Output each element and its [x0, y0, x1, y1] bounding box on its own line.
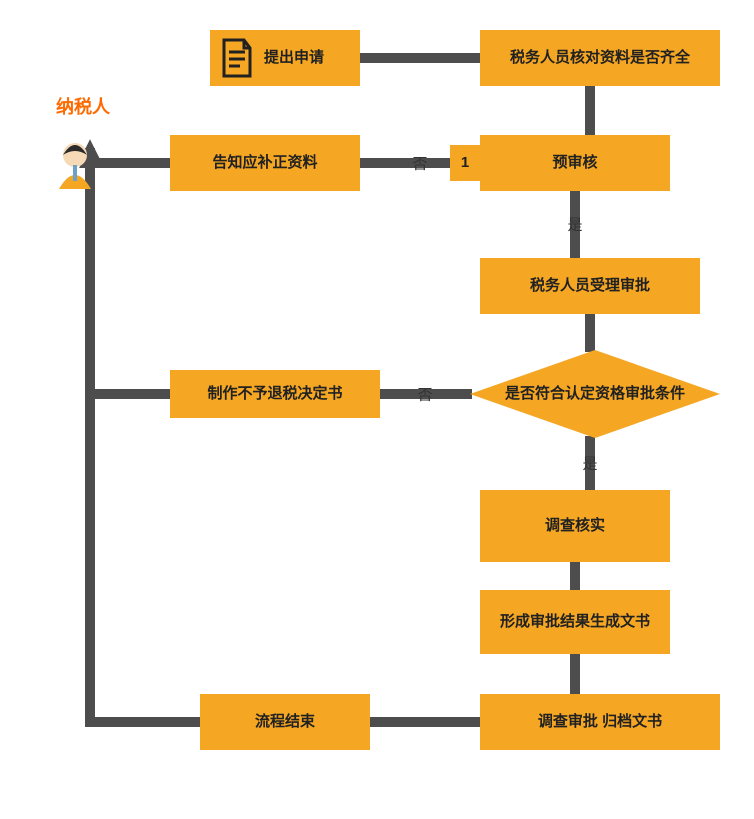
node-n8: 调查审批 归档文书	[480, 694, 720, 750]
document-icon	[220, 38, 254, 78]
edge-label-n3-n4: 是	[567, 214, 582, 235]
node-n8-label: 调查审批 归档文书	[538, 713, 662, 732]
node-n3-badge: 1	[450, 145, 480, 181]
node-n2-label: 税务人员核对资料是否齐全	[510, 49, 690, 68]
node-n1: 提出申请	[210, 30, 360, 86]
node-n5: 是否符合认定资格审批条件	[470, 350, 720, 438]
node-nL3: 流程结束	[200, 694, 370, 750]
node-nL1: 告知应补正资料	[170, 135, 360, 191]
node-n4: 税务人员受理审批	[480, 258, 700, 314]
node-nL2: 制作不予退税决定书	[170, 370, 380, 418]
node-n6-label: 调查核实	[545, 517, 605, 536]
node-n7: 形成审批结果生成文书	[480, 590, 670, 654]
flowchart-canvas: 否是否是提出申请税务人员核对资料是否齐全1预审核告知应补正资料税务人员受理审批是…	[0, 0, 754, 819]
edge-nL1-return	[90, 155, 170, 163]
edge-label-n5-nL2: 否	[417, 384, 432, 405]
edge-label-n5-n6: 是	[582, 453, 597, 474]
node-n4-label: 税务人员受理审批	[530, 277, 650, 296]
node-n5-label: 是否符合认定资格审批条件	[505, 385, 685, 404]
node-n3-label: 预审核	[552, 154, 597, 173]
node-nL1-label: 告知应补正资料	[212, 154, 317, 173]
node-n1-label: 提出申请	[264, 49, 324, 68]
edge-nL3-return	[90, 148, 200, 722]
free-label-0: 纳税人	[56, 93, 110, 119]
node-nL2-label: 制作不予退税决定书	[207, 385, 342, 404]
node-nL3-label: 流程结束	[255, 713, 315, 732]
node-n2: 税务人员核对资料是否齐全	[480, 30, 720, 86]
avatar-icon	[59, 143, 91, 189]
node-n3: 1预审核	[480, 135, 670, 191]
node-n6: 调查核实	[480, 490, 670, 562]
edge-label-n3-nL1: 否	[412, 153, 427, 174]
node-n7-label: 形成审批结果生成文书	[500, 613, 650, 632]
